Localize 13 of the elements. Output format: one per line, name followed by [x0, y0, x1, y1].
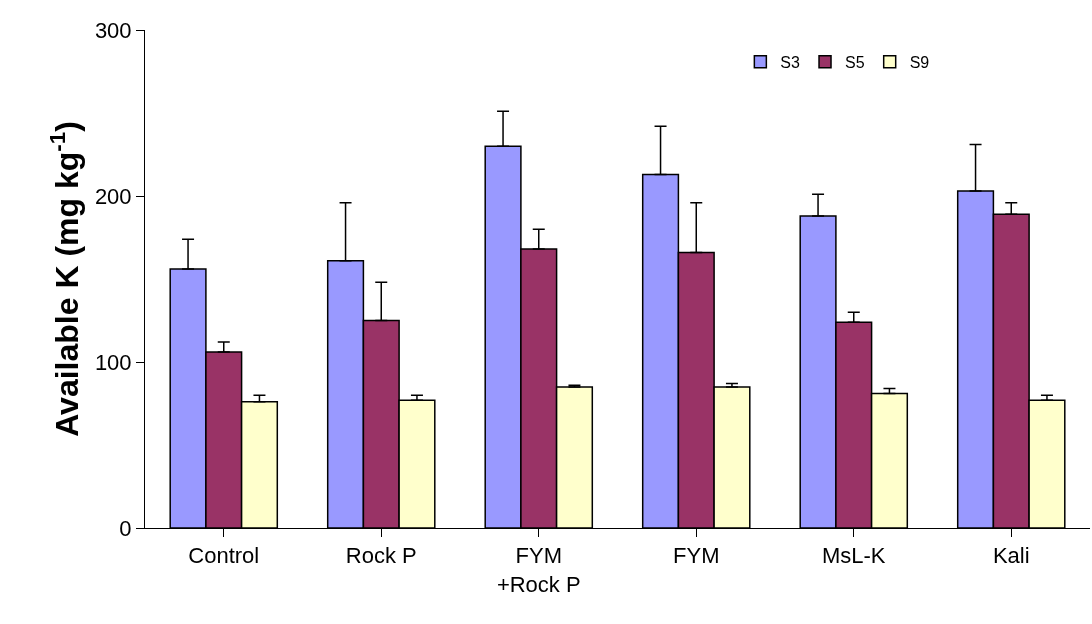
- y-tick-label: 200: [94, 183, 132, 209]
- x-tick-label: Rock P: [345, 543, 417, 569]
- legend-label: S9: [909, 54, 930, 72]
- x-tick-label: MsL-K: [821, 543, 886, 569]
- x-tick-label: FYM +Rock P: [496, 543, 581, 597]
- x-tick-label: Control: [188, 543, 260, 569]
- x-tick-label: Kali: [992, 543, 1030, 569]
- legend-label: S3: [780, 54, 801, 72]
- y-tick-label: 300: [94, 17, 132, 43]
- y-tick-label: 100: [94, 349, 132, 375]
- y-tick-label: 0: [119, 515, 132, 541]
- x-tick-label: FYM: [673, 543, 720, 569]
- legend-label: S5: [845, 54, 865, 72]
